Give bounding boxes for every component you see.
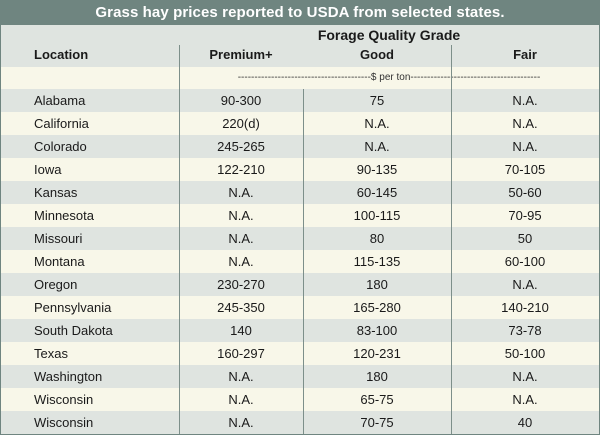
table-row: Washington N.A. 180 N.A. xyxy=(1,365,599,388)
forage-grade-header: Forage Quality Grade xyxy=(317,27,461,43)
cell-good: 80 xyxy=(369,231,385,246)
cell-fair: 140-210 xyxy=(501,300,549,315)
cell-premium: N.A. xyxy=(228,254,254,269)
cell-location: Alabama xyxy=(34,93,86,108)
column-header-premium: Premium+ xyxy=(209,47,273,62)
cell-fair: 50 xyxy=(517,231,533,246)
cell-good: 120-231 xyxy=(353,346,401,361)
cell-location: Montana xyxy=(34,254,85,269)
cell-location: Wisconsin xyxy=(34,392,94,407)
table-row: Minnesota N.A. 100-115 70-95 xyxy=(1,204,599,227)
cell-premium: 140 xyxy=(230,323,252,338)
column-divider xyxy=(451,45,452,434)
cell-premium: N.A. xyxy=(228,392,254,407)
cell-premium: 90-300 xyxy=(220,93,262,108)
cell-premium: 230-270 xyxy=(217,277,265,292)
table-body: Alabama 90-300 75 N.A. California 220(d) N.A. N… xyxy=(1,89,599,434)
cell-location: South Dakota xyxy=(34,323,113,338)
header-band xyxy=(1,25,599,67)
cell-premium: 245-350 xyxy=(217,300,265,315)
table-row: Texas 160-297 120-231 50-100 xyxy=(1,342,599,365)
cell-fair: N.A. xyxy=(512,392,538,407)
column-header-fair: Fair xyxy=(513,47,537,62)
units-label: ----------------------------------------… xyxy=(237,72,541,83)
cell-fair: 40 xyxy=(517,415,533,430)
cell-location: Washington xyxy=(34,369,103,384)
cell-good: N.A. xyxy=(364,116,390,131)
cell-good: 165-280 xyxy=(353,300,401,315)
cell-fair: 50-100 xyxy=(504,346,546,361)
table-title: Grass hay prices reported to USDA from s… xyxy=(1,1,599,25)
cell-premium: N.A. xyxy=(228,415,254,430)
cell-location: Colorado xyxy=(34,139,87,154)
cell-location: Texas xyxy=(34,346,68,361)
cell-fair: 60-100 xyxy=(504,254,546,269)
cell-good: 100-115 xyxy=(353,208,401,223)
column-divider xyxy=(303,89,304,434)
cell-good: 70-75 xyxy=(360,415,394,430)
cell-location: California xyxy=(34,116,89,131)
cell-good: N.A. xyxy=(364,139,390,154)
column-header-good: Good xyxy=(360,47,394,62)
table-row: Pennsylvania 245-350 165-280 140-210 xyxy=(1,296,599,319)
cell-premium: 160-297 xyxy=(217,346,265,361)
cell-fair: N.A. xyxy=(512,93,538,108)
table-row: Kansas N.A. 60-145 50-60 xyxy=(1,181,599,204)
cell-location: Missouri xyxy=(34,231,83,246)
cell-location: Minnesota xyxy=(34,208,94,223)
cell-good: 180 xyxy=(366,369,388,384)
cell-premium: N.A. xyxy=(228,208,254,223)
cell-good: 83-100 xyxy=(356,323,398,338)
cell-fair: 70-95 xyxy=(508,208,542,223)
cell-good: 180 xyxy=(366,277,388,292)
cell-good: 115-135 xyxy=(353,254,401,269)
cell-premium: 245-265 xyxy=(217,139,265,154)
cell-premium: 220(d) xyxy=(222,116,260,131)
table-row: Wisconsin N.A. 70-75 40 xyxy=(1,411,599,434)
cell-good: 75 xyxy=(369,93,385,108)
cell-fair: 50-60 xyxy=(508,185,542,200)
table-row: South Dakota 140 83-100 73-78 xyxy=(1,319,599,342)
cell-location: Wisconsin xyxy=(34,415,94,430)
cell-fair: N.A. xyxy=(512,139,538,154)
column-header-location: Location xyxy=(34,47,89,62)
cell-premium: 122-210 xyxy=(217,162,265,177)
table-row: Colorado 245-265 N.A. N.A. xyxy=(1,135,599,158)
table-row: Iowa 122-210 90-135 70-105 xyxy=(1,158,599,181)
cell-fair: N.A. xyxy=(512,116,538,131)
table-row: Alabama 90-300 75 N.A. xyxy=(1,89,599,112)
table-row: Missouri N.A. 80 50 xyxy=(1,227,599,250)
table-row: Montana N.A. 115-135 60-100 xyxy=(1,250,599,273)
cell-location: Kansas xyxy=(34,185,78,200)
cell-good: 65-75 xyxy=(360,392,394,407)
table-row: Oregon 230-270 180 N.A. xyxy=(1,273,599,296)
cell-location: Oregon xyxy=(34,277,78,292)
cell-location: Iowa xyxy=(34,162,62,177)
cell-premium: N.A. xyxy=(228,231,254,246)
cell-fair: N.A. xyxy=(512,369,538,384)
table-row: Wisconsin N.A. 65-75 N.A. xyxy=(1,388,599,411)
cell-location: Pennsylvania xyxy=(34,300,112,315)
table-row: California 220(d) N.A. N.A. xyxy=(1,112,599,135)
cell-fair: 73-78 xyxy=(508,323,542,338)
cell-fair: 70-105 xyxy=(504,162,546,177)
cell-good: 60-145 xyxy=(356,185,398,200)
cell-fair: N.A. xyxy=(512,277,538,292)
cell-good: 90-135 xyxy=(356,162,398,177)
cell-premium: N.A. xyxy=(228,369,254,384)
column-divider xyxy=(179,45,180,434)
cell-premium: N.A. xyxy=(228,185,254,200)
units-row xyxy=(1,67,599,89)
